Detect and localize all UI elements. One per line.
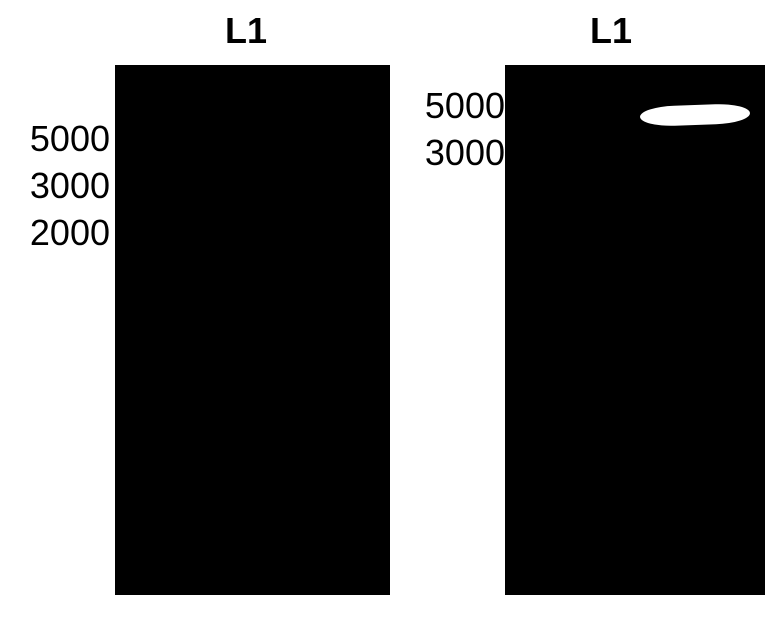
marker-left-2000: 2000 xyxy=(10,212,110,254)
panel-left-title: L1 xyxy=(225,10,267,52)
gel-figure: L1 5000 3000 2000 L1 5000 3000 xyxy=(10,10,774,615)
marker-left-3000: 3000 xyxy=(10,165,110,207)
gel-image-left xyxy=(115,65,390,595)
marker-right-5000: 5000 xyxy=(405,85,505,127)
marker-right-3000: 3000 xyxy=(405,132,505,174)
panel-right-title: L1 xyxy=(590,10,632,52)
marker-left-5000: 5000 xyxy=(10,118,110,160)
gel-image-right xyxy=(505,65,765,595)
